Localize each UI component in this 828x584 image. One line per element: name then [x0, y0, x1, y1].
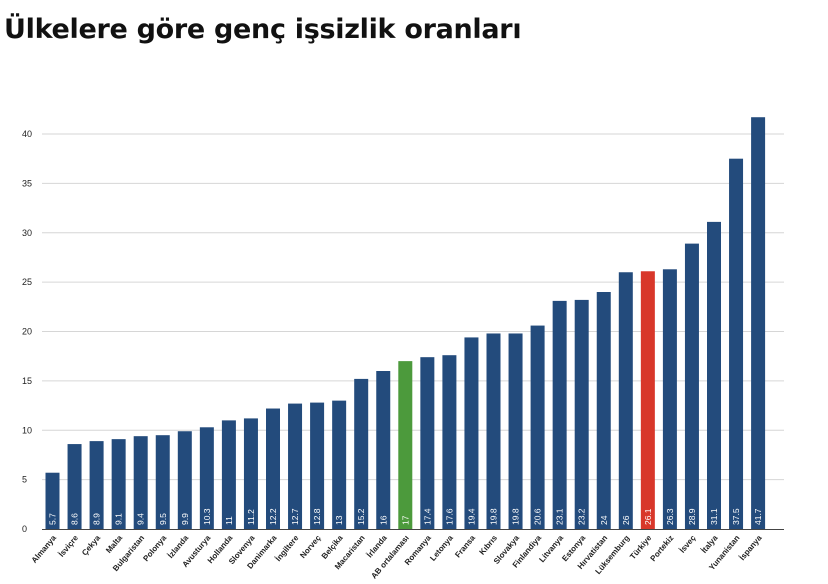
bar — [662, 269, 677, 529]
bar — [354, 378, 369, 529]
value-label: 17 — [400, 515, 410, 525]
value-label: 9.9 — [180, 513, 190, 525]
bar — [67, 444, 82, 529]
value-label: 24 — [599, 515, 609, 525]
x-tick-label: Litvanya — [537, 533, 565, 564]
bar — [310, 402, 325, 529]
bar — [111, 439, 126, 529]
y-tick-label: 40 — [22, 129, 32, 139]
value-label: 23.1 — [555, 508, 565, 525]
bar — [133, 436, 148, 529]
x-tick-label: İsveç — [678, 533, 698, 555]
bar — [707, 221, 721, 529]
y-tick-label: 0 — [22, 524, 27, 534]
value-label: 19.4 — [466, 508, 476, 525]
bar — [420, 357, 435, 529]
bar — [199, 427, 214, 529]
value-label: 37.5 — [731, 508, 741, 525]
bar — [266, 408, 280, 529]
bar — [155, 435, 170, 529]
x-tick-label: İspanya — [738, 533, 764, 562]
bar — [442, 355, 457, 529]
value-label: 12.2 — [268, 508, 278, 525]
value-label: 12.8 — [312, 508, 322, 525]
value-label: 17.6 — [444, 508, 454, 525]
bar — [640, 271, 655, 529]
x-tick-label: İtalya — [699, 533, 719, 555]
value-label: 9.1 — [114, 513, 124, 525]
bar — [89, 441, 104, 529]
value-label: 23.2 — [577, 508, 587, 525]
y-tick-label: 25 — [22, 277, 32, 287]
bar — [552, 300, 567, 529]
value-label: 20.6 — [533, 508, 543, 525]
value-label: 17.4 — [422, 508, 432, 525]
value-labels: 5.7 8.6 8.9 9.1 9.4 9.5 9.9 10.3 11 11.2 12.2 12.7 1… — [48, 508, 764, 525]
bar — [486, 333, 501, 529]
bar — [45, 472, 60, 529]
value-label: 31.1 — [709, 508, 719, 525]
bar — [398, 361, 413, 529]
value-label: 19.8 — [489, 508, 499, 525]
x-tick-label: Fransa — [453, 533, 477, 559]
value-label: 16 — [378, 515, 388, 525]
value-label: 12.7 — [290, 508, 300, 525]
x-tick-label: İsviçre — [57, 533, 81, 559]
x-tick-label: Kıbrıs — [478, 533, 500, 557]
value-label: 41.7 — [753, 508, 763, 525]
bar — [729, 158, 744, 529]
y-tick-label: 20 — [22, 327, 32, 337]
bar — [288, 403, 303, 529]
x-tick-label: İngiltere — [274, 533, 301, 563]
y-tick-label: 30 — [22, 228, 32, 238]
bar — [751, 117, 766, 530]
bar — [221, 420, 236, 529]
value-label: 9.5 — [158, 513, 168, 525]
bars — [45, 117, 766, 530]
value-label: 26.3 — [665, 508, 675, 525]
value-label: 10.3 — [202, 508, 212, 525]
bar — [243, 418, 258, 529]
x-tick-label: Portekiz — [649, 534, 676, 564]
y-tick-label: 35 — [22, 178, 32, 188]
bar — [177, 431, 192, 529]
value-label: 28.9 — [687, 508, 697, 525]
value-label: 9.4 — [136, 513, 146, 525]
bar — [618, 272, 633, 529]
x-tick-label: Çekya — [80, 533, 102, 557]
x-tick-label: Letonya — [428, 533, 455, 563]
x-tick-label: Polonya — [141, 533, 168, 563]
bar — [574, 299, 589, 529]
y-tick-label: 15 — [22, 376, 32, 386]
value-label: 8.9 — [92, 513, 102, 525]
bar — [596, 292, 611, 529]
x-tick-label: Malta — [104, 533, 124, 555]
bar — [464, 337, 479, 529]
bar — [508, 333, 523, 529]
value-label: 13 — [334, 515, 344, 525]
bar — [332, 400, 347, 529]
bar — [530, 325, 545, 529]
x-tick-label: Almanya — [30, 533, 59, 565]
value-label: 8.6 — [70, 513, 80, 525]
value-label: 15.2 — [356, 508, 366, 525]
x-tick-label: Norveç — [298, 533, 323, 560]
value-label: 11 — [224, 516, 234, 525]
value-label: 11.2 — [246, 509, 256, 525]
y-axis-tick-labels: 0 5 10 15 20 25 30 35 40 — [22, 129, 32, 534]
value-label: 26.1 — [643, 508, 653, 525]
bar — [684, 243, 699, 530]
bar — [376, 371, 391, 529]
y-tick-label: 10 — [22, 425, 32, 435]
value-label: 5.7 — [48, 513, 58, 525]
value-label: 19.8 — [511, 508, 521, 525]
y-tick-label: 5 — [22, 475, 27, 485]
chart-title: Ülkelere göre genç işsizlik oranları — [4, 14, 522, 45]
value-label: 26 — [621, 515, 631, 525]
